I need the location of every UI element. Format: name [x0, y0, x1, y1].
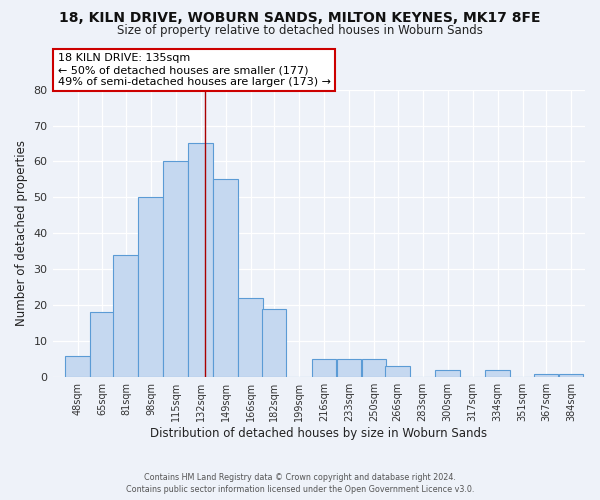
- Text: Size of property relative to detached houses in Woburn Sands: Size of property relative to detached ho…: [117, 24, 483, 37]
- Bar: [139, 198, 163, 377]
- Bar: [188, 144, 213, 377]
- X-axis label: Distribution of detached houses by size in Woburn Sands: Distribution of detached houses by size …: [150, 427, 487, 440]
- Bar: [533, 374, 558, 377]
- Bar: [362, 359, 386, 377]
- Text: 18 KILN DRIVE: 135sqm
← 50% of detached houses are smaller (177)
49% of semi-det: 18 KILN DRIVE: 135sqm ← 50% of detached …: [58, 54, 331, 86]
- Bar: [90, 312, 115, 377]
- Bar: [385, 366, 410, 377]
- Bar: [559, 374, 583, 377]
- Bar: [435, 370, 460, 377]
- Bar: [312, 359, 337, 377]
- Bar: [262, 309, 286, 377]
- Bar: [238, 298, 263, 377]
- Bar: [337, 359, 361, 377]
- Text: 18, KILN DRIVE, WOBURN SANDS, MILTON KEYNES, MK17 8FE: 18, KILN DRIVE, WOBURN SANDS, MILTON KEY…: [59, 11, 541, 25]
- Bar: [163, 162, 188, 377]
- Bar: [65, 356, 89, 377]
- Bar: [113, 255, 138, 377]
- Bar: [214, 180, 238, 377]
- Y-axis label: Number of detached properties: Number of detached properties: [15, 140, 28, 326]
- Text: Contains HM Land Registry data © Crown copyright and database right 2024.
Contai: Contains HM Land Registry data © Crown c…: [126, 472, 474, 494]
- Bar: [485, 370, 509, 377]
